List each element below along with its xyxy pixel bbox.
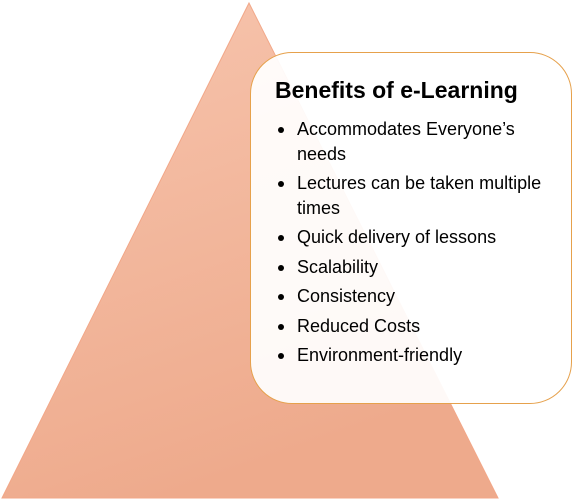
list-item-label: Environment-friendly bbox=[297, 345, 463, 365]
bullet-icon bbox=[278, 127, 284, 133]
list-item: Environment-friendly bbox=[275, 343, 555, 368]
bullet-icon bbox=[278, 181, 284, 187]
list-item-label: Reduced Costs bbox=[297, 315, 421, 336]
bullet-icon bbox=[278, 235, 284, 241]
list-item: Quick delivery of lessons bbox=[275, 225, 555, 250]
bullet-icon bbox=[278, 264, 284, 271]
benefit-list: Accommodates Everyone’s needs Lectures c… bbox=[275, 117, 555, 368]
list-item-label: Lectures can be taken multiple times bbox=[297, 173, 542, 218]
bullet-icon bbox=[278, 323, 284, 330]
list-item: Reduced Costs bbox=[275, 314, 555, 339]
bullet-icon bbox=[278, 294, 284, 300]
list-item-label: Accommodates Everyone’s needs bbox=[297, 119, 515, 164]
list-item: Scalability bbox=[275, 255, 555, 280]
list-item-label: Consistency bbox=[297, 286, 396, 306]
list-item: Accommodates Everyone’s needs bbox=[275, 117, 555, 166]
list-item: Lectures can be taken multiple times bbox=[275, 171, 555, 220]
bullet-icon bbox=[278, 353, 284, 359]
list-item-label: Quick delivery of lessons bbox=[297, 227, 497, 247]
benefits-panel: Benefits of e-Learning Accommodates Ever… bbox=[250, 52, 572, 404]
list-item-label: Scalability bbox=[297, 256, 379, 277]
panel-title: Benefits of e-Learning bbox=[275, 77, 518, 103]
list-item: Consistency bbox=[275, 284, 555, 309]
